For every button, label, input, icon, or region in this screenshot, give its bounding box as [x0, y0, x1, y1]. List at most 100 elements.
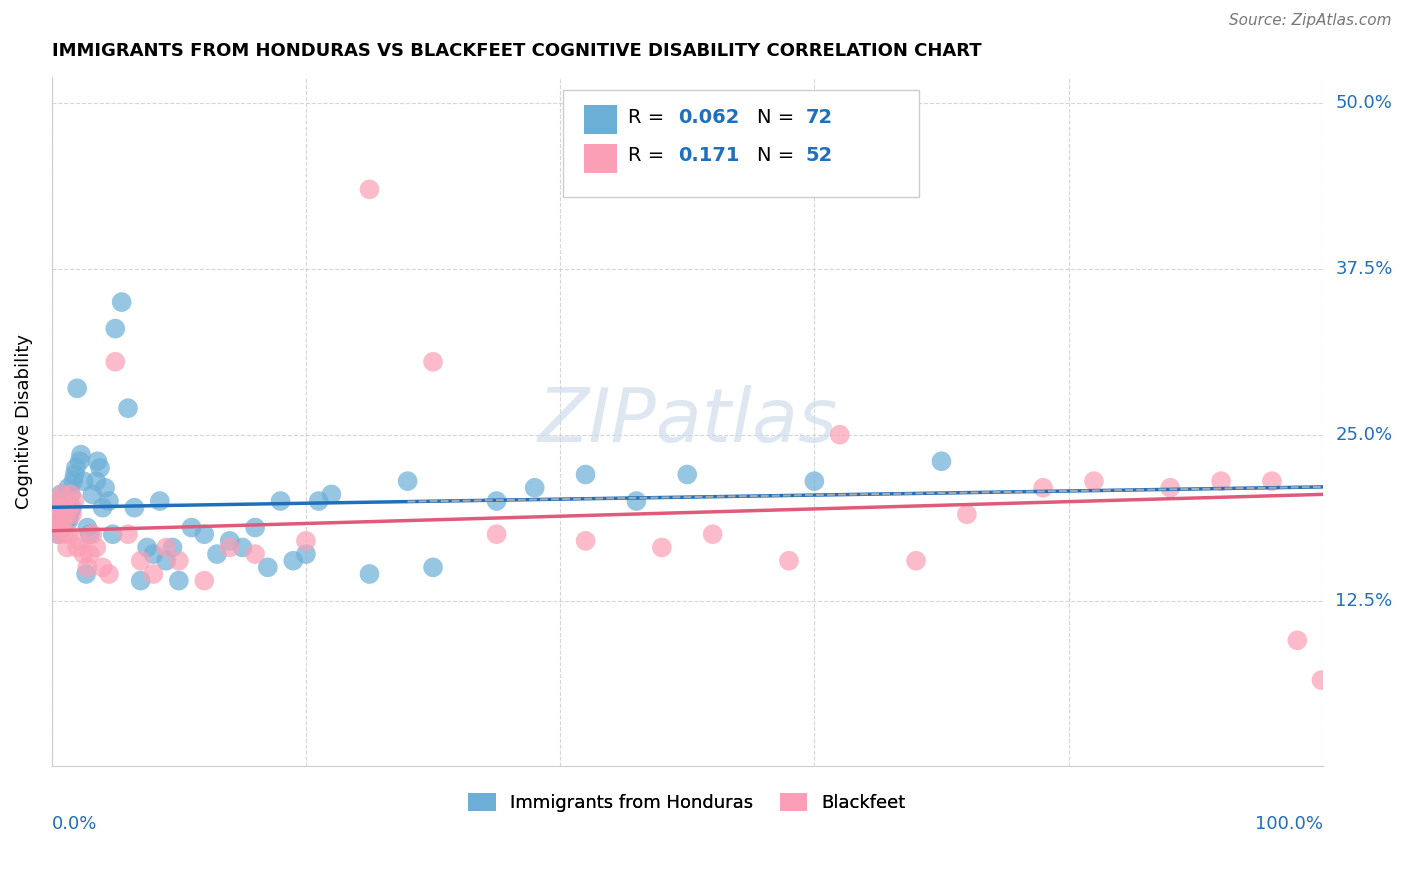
Point: [828, 427, 851, 442]
Point: [359, 182, 381, 196]
Point: [66, 541, 89, 555]
Point: [44, 494, 66, 508]
Text: N =: N =: [758, 146, 800, 165]
Text: 50.0%: 50.0%: [1336, 95, 1392, 112]
Point: [129, 574, 152, 588]
Point: [97, 494, 120, 508]
Point: [89, 461, 111, 475]
Point: [218, 541, 240, 555]
Point: [485, 527, 508, 541]
Text: 100.0%: 100.0%: [1254, 814, 1323, 832]
Point: [396, 474, 419, 488]
Text: 25.0%: 25.0%: [1336, 425, 1392, 443]
Point: [58, 527, 80, 541]
Point: [104, 321, 127, 335]
Point: [359, 566, 381, 581]
FancyBboxPatch shape: [585, 145, 617, 173]
Point: [321, 487, 343, 501]
Point: [76, 560, 98, 574]
Point: [1209, 474, 1232, 488]
Point: [53, 527, 76, 541]
Point: [55, 505, 77, 519]
Point: [1310, 673, 1333, 687]
Point: [956, 508, 979, 522]
Point: [58, 481, 80, 495]
Point: [124, 500, 146, 515]
Point: [51, 487, 73, 501]
Point: [82, 487, 104, 501]
Text: 0.0%: 0.0%: [52, 814, 97, 832]
Point: [49, 520, 72, 534]
Text: R =: R =: [627, 109, 671, 128]
Point: [53, 516, 76, 531]
Point: [63, 494, 86, 508]
Point: [243, 547, 266, 561]
Point: [155, 541, 177, 555]
Point: [778, 554, 800, 568]
Point: [180, 520, 202, 534]
Point: [72, 474, 94, 488]
Point: [45, 500, 67, 515]
Point: [193, 527, 215, 541]
Point: [574, 467, 596, 482]
Point: [46, 527, 69, 541]
Point: [193, 574, 215, 588]
Point: [84, 474, 107, 488]
Point: [45, 508, 67, 522]
Point: [59, 487, 82, 501]
Point: [48, 520, 70, 534]
Point: [72, 547, 94, 561]
Point: [1286, 633, 1309, 648]
Point: [142, 566, 165, 581]
Point: [270, 494, 292, 508]
Point: [48, 500, 70, 515]
Point: [231, 541, 253, 555]
Text: IMMIGRANTS FROM HONDURAS VS BLACKFEET COGNITIVE DISABILITY CORRELATION CHART: IMMIGRANTS FROM HONDURAS VS BLACKFEET CO…: [52, 42, 981, 60]
Point: [66, 381, 89, 395]
Point: [58, 514, 80, 528]
Point: [51, 523, 73, 537]
Point: [56, 541, 79, 555]
Point: [167, 554, 190, 568]
Point: [69, 533, 91, 548]
Point: [62, 474, 84, 488]
Point: [52, 517, 75, 532]
Point: [218, 533, 240, 548]
Point: [523, 481, 546, 495]
Point: [167, 574, 190, 588]
Point: [58, 510, 80, 524]
Point: [205, 547, 228, 561]
Point: [59, 503, 82, 517]
Point: [76, 520, 98, 534]
Point: [60, 508, 83, 522]
Point: [94, 481, 117, 495]
Text: N =: N =: [758, 109, 800, 128]
Point: [45, 514, 67, 528]
Point: [82, 527, 104, 541]
Text: Source: ZipAtlas.com: Source: ZipAtlas.com: [1229, 13, 1392, 29]
Point: [59, 487, 82, 501]
Point: [86, 454, 108, 468]
Point: [46, 508, 69, 522]
Text: 72: 72: [806, 109, 832, 128]
Point: [422, 560, 444, 574]
Point: [1159, 481, 1181, 495]
Point: [1261, 474, 1284, 488]
Text: 37.5%: 37.5%: [1336, 260, 1393, 278]
Point: [651, 541, 673, 555]
Point: [79, 527, 101, 541]
FancyBboxPatch shape: [585, 105, 617, 134]
Point: [155, 554, 177, 568]
Point: [142, 547, 165, 561]
Text: 0.171: 0.171: [678, 146, 740, 165]
Point: [104, 355, 127, 369]
Point: [243, 520, 266, 534]
Point: [46, 527, 69, 541]
Point: [91, 560, 114, 574]
Point: [149, 494, 172, 508]
Point: [111, 295, 134, 310]
Legend: Immigrants from Honduras, Blackfeet: Immigrants from Honduras, Blackfeet: [461, 786, 914, 820]
Text: R =: R =: [627, 146, 676, 165]
Point: [75, 566, 97, 581]
Point: [1032, 481, 1054, 495]
